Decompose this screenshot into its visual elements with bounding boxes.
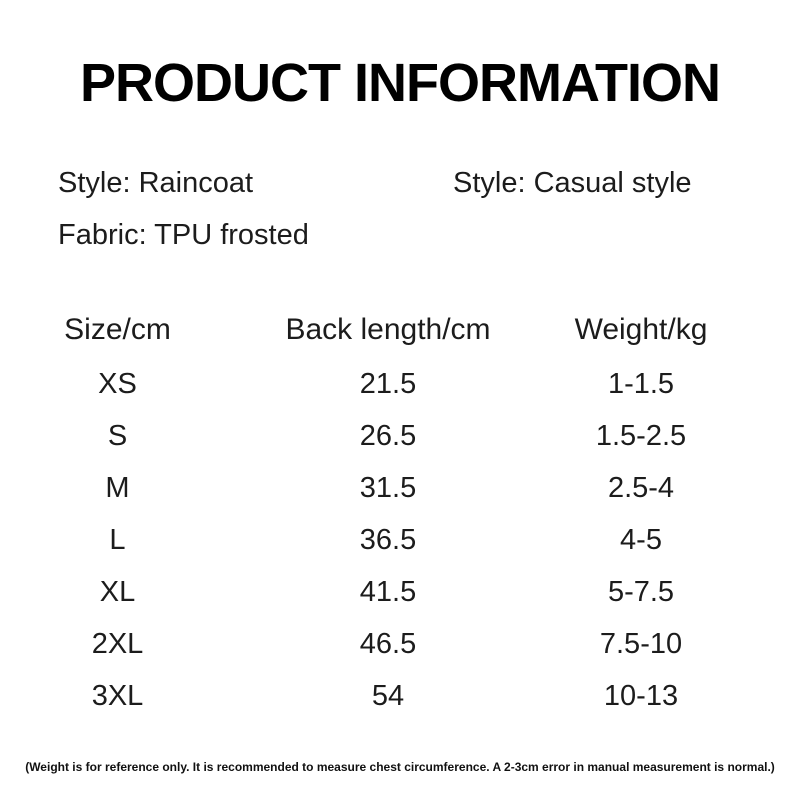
table-row: M 31.5 2.5-4	[40, 462, 752, 514]
back-length-cell: 21.5	[359, 367, 417, 400]
measurement-disclaimer: (Weight is for reference only. It is rec…	[25, 760, 775, 774]
table-row: L 36.5 4-5	[40, 514, 752, 566]
size-cell: L	[109, 523, 126, 556]
weight-cell: 1-1.5	[607, 367, 675, 400]
back-length-cell: 31.5	[359, 471, 417, 504]
back-length-cell: 41.5	[359, 575, 417, 608]
weight-cell: 4-5	[620, 523, 662, 556]
weight-cell: 2.5-4	[607, 471, 675, 504]
size-cell: S	[107, 419, 128, 452]
size-cell: 3XL	[91, 679, 144, 712]
size-table-header-row: Size/cm Back length/cm Weight/kg	[40, 302, 752, 358]
size-cell: XL	[99, 575, 136, 608]
page-title: PRODUCT INFORMATION	[80, 53, 721, 113]
weight-cell: 10-13	[603, 679, 679, 712]
column-header-weight: Weight/kg	[574, 313, 708, 346]
back-length-cell: 26.5	[359, 419, 417, 452]
column-header-back-length: Back length/cm	[285, 313, 491, 346]
size-cell: M	[105, 471, 130, 504]
detail-style-secondary: Style: Casual style	[453, 167, 692, 199]
table-row: 3XL 54 10-13	[40, 670, 752, 722]
detail-fabric: Fabric: TPU frosted	[58, 219, 309, 251]
back-length-cell: 54	[371, 679, 405, 712]
table-row: 2XL 46.5 7.5-10	[40, 618, 752, 670]
table-row: XL 41.5 5-7.5	[40, 566, 752, 618]
table-row: XS 21.5 1-1.5	[40, 358, 752, 410]
weight-cell: 1.5-2.5	[595, 419, 687, 452]
size-table-body: XS 21.5 1-1.5 S 26.5 1.5-2.5 M 31.5 2.5-4 L 36.5 4-…	[40, 358, 752, 722]
back-length-cell: 46.5	[359, 627, 417, 660]
weight-cell: 5-7.5	[607, 575, 675, 608]
size-cell: 2XL	[91, 627, 144, 660]
size-table: Size/cm Back length/cm Weight/kg XS 21.5 1…	[40, 302, 752, 722]
back-length-cell: 36.5	[359, 523, 417, 556]
detail-style: Style: Raincoat	[58, 167, 254, 199]
column-header-size: Size/cm	[64, 313, 171, 346]
weight-cell: 7.5-10	[599, 627, 683, 660]
size-cell: XS	[98, 367, 137, 400]
table-row: S 26.5 1.5-2.5	[40, 410, 752, 462]
